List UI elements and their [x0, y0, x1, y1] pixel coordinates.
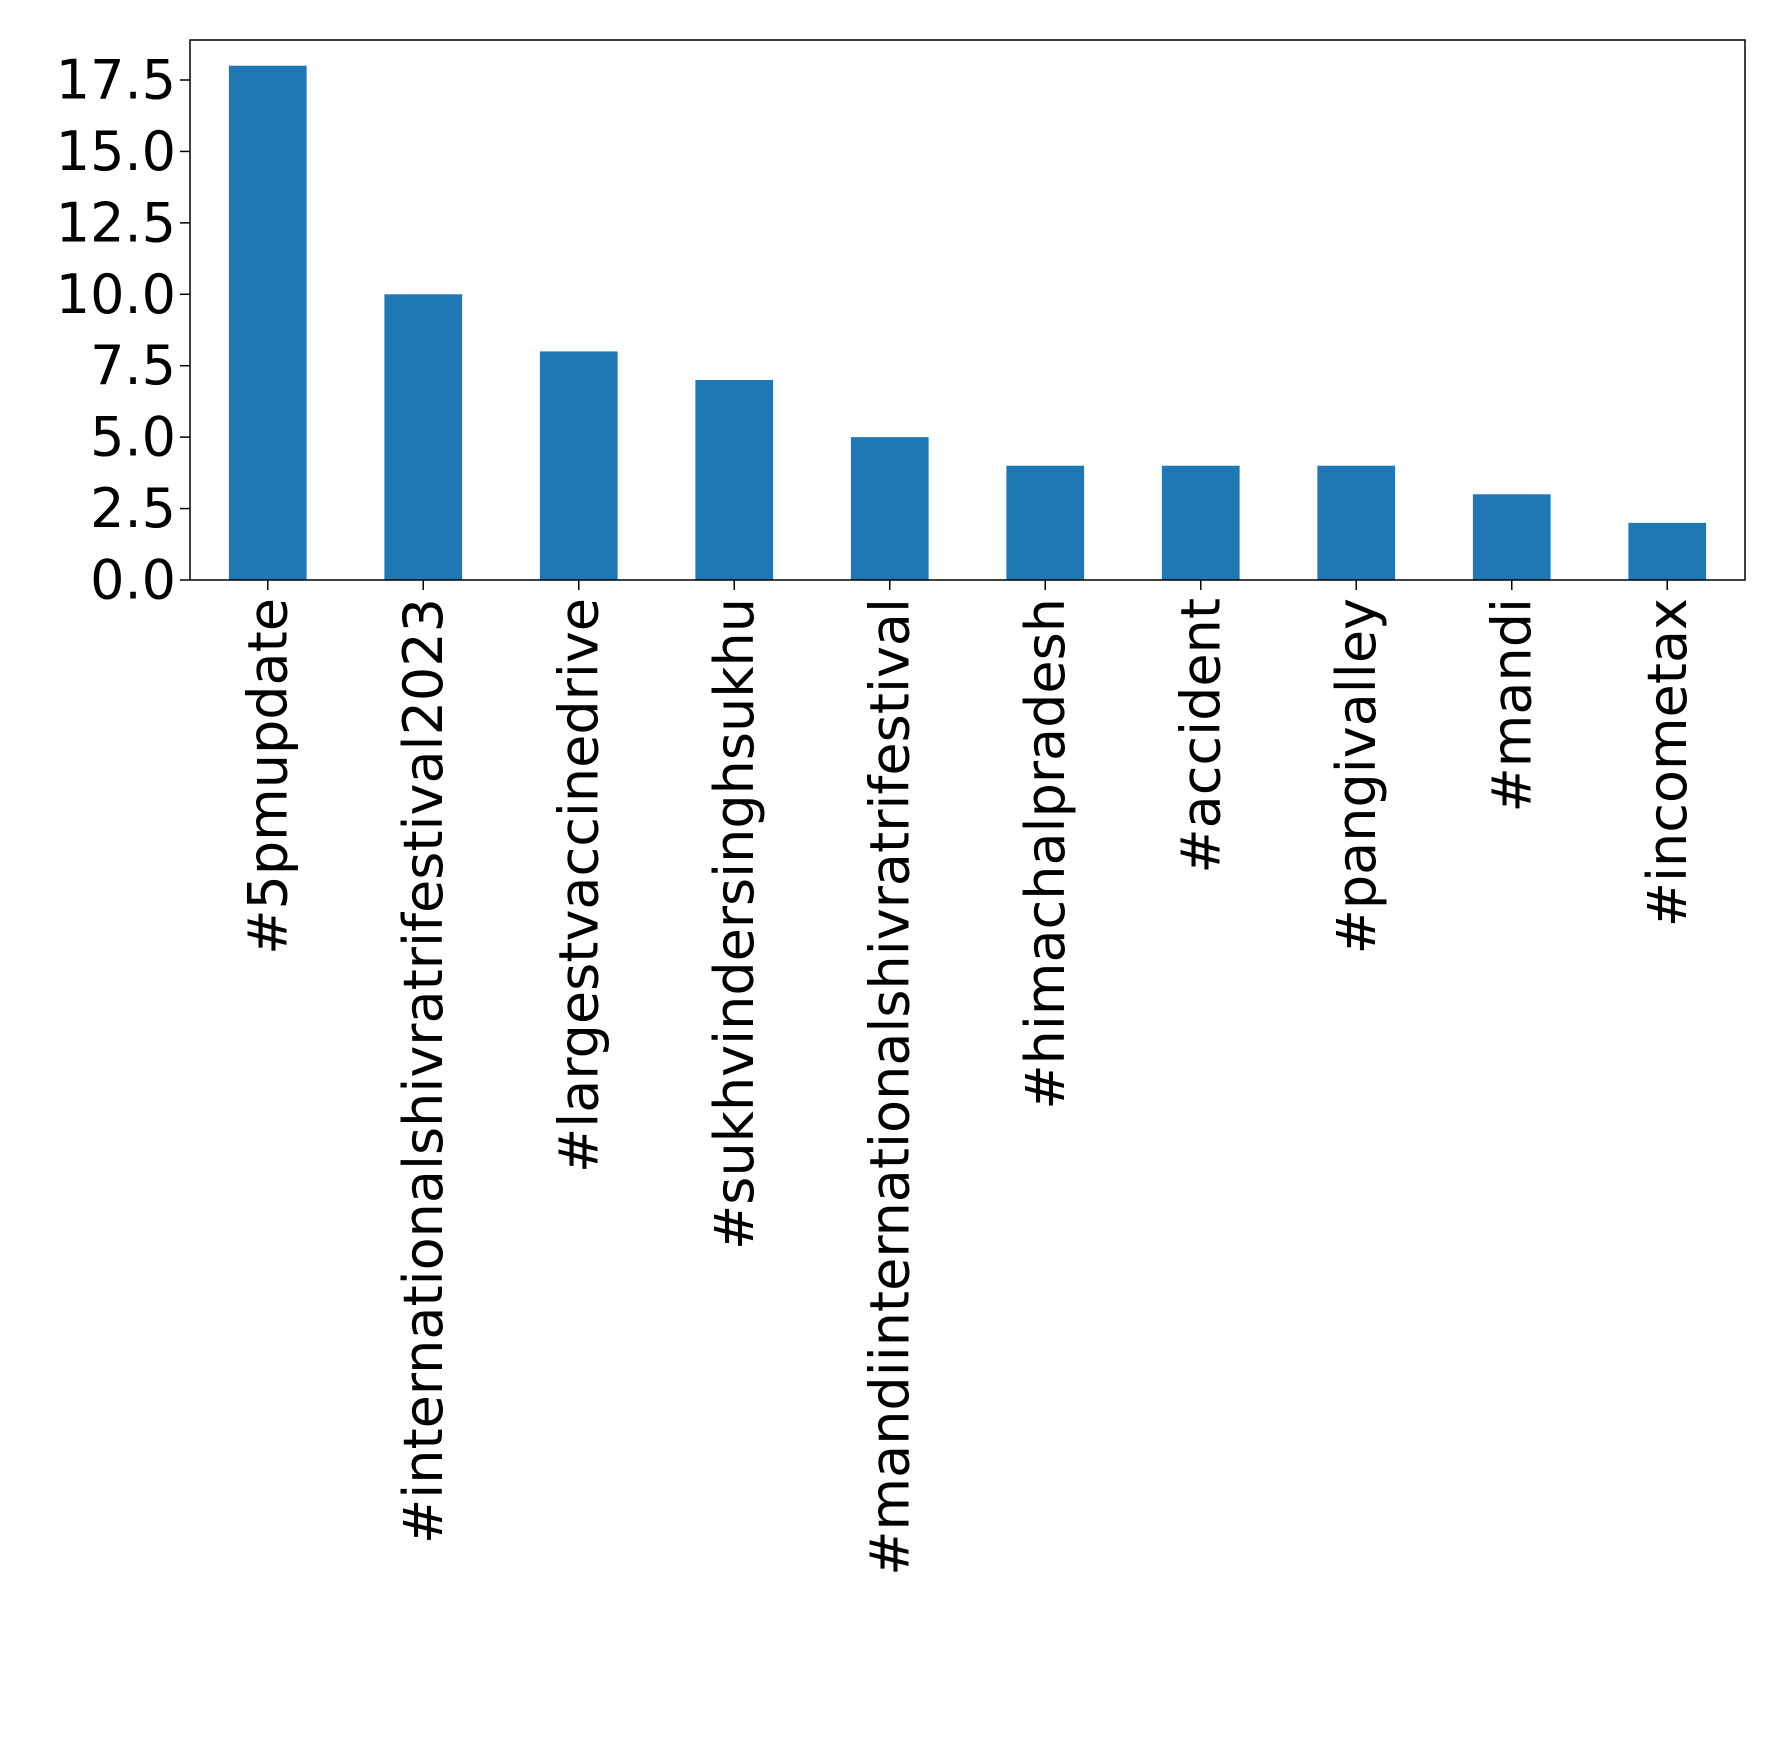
x-tick-label: #mandiinternationalshivratrifestival [858, 598, 921, 1576]
x-tick-label: #himachalpradesh [1014, 598, 1077, 1110]
y-tick-label: 0.0 [90, 549, 176, 612]
x-tick-label: #internationalshivratrifestival2023 [392, 598, 455, 1544]
bar [1472, 494, 1551, 580]
bar [228, 65, 307, 580]
x-tick-label: #accident [1169, 598, 1232, 874]
y-axis: 0.0 2.5 5.0 7.5 10.0 12.5 15.0 17.5 [56, 49, 190, 612]
bar [1317, 465, 1396, 580]
x-tick-label: #mandi [1480, 598, 1543, 812]
bar [695, 380, 774, 580]
bar-series [228, 65, 1707, 580]
y-tick-label: 5.0 [90, 406, 176, 469]
y-tick-label: 12.5 [56, 191, 176, 254]
x-axis: #5pmupdate #internationalshivratrifestiva… [236, 580, 1699, 1576]
y-tick-label: 2.5 [90, 477, 176, 540]
x-tick-label: #pangivalley [1325, 598, 1388, 954]
plot-frame [189, 39, 1746, 581]
bar [1161, 465, 1240, 580]
y-tick-label: 10.0 [56, 263, 176, 326]
x-tick-label: #incometax [1636, 598, 1699, 927]
bar [1006, 465, 1085, 580]
bar [384, 294, 463, 580]
bar [539, 351, 618, 580]
bar [850, 437, 929, 580]
y-tick-label: 7.5 [90, 334, 176, 397]
y-tick-label: 17.5 [56, 49, 176, 112]
bar [1628, 522, 1707, 580]
x-tick-label: #largestvaccinedrive [547, 598, 610, 1173]
y-tick-label: 15.0 [56, 120, 176, 183]
x-tick-label: #5pmupdate [236, 598, 299, 955]
x-tick-label: #sukhvindersinghsukhu [703, 598, 766, 1250]
